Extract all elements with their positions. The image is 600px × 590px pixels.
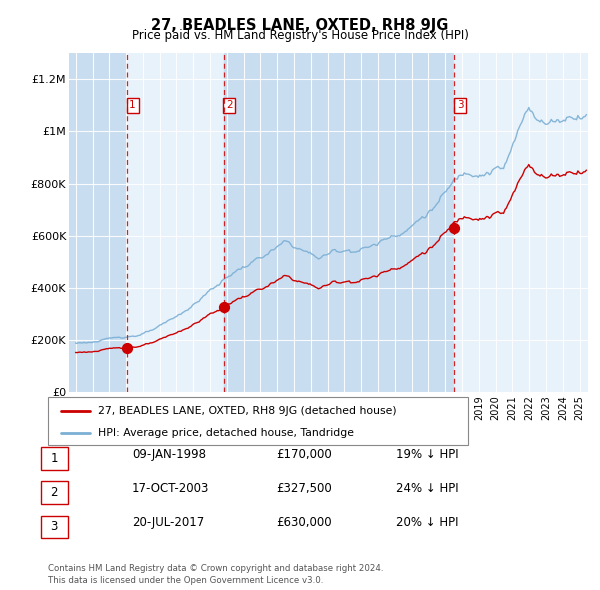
Point xyxy=(122,343,131,353)
Text: 09-JAN-1998: 09-JAN-1998 xyxy=(132,448,206,461)
Text: 1: 1 xyxy=(50,452,58,465)
FancyBboxPatch shape xyxy=(41,481,68,504)
Text: 2: 2 xyxy=(50,486,58,499)
Bar xyxy=(127,53,224,392)
Text: Contains HM Land Registry data © Crown copyright and database right 2024.
This d: Contains HM Land Registry data © Crown c… xyxy=(48,565,383,585)
Text: £630,000: £630,000 xyxy=(276,516,332,529)
Text: 19% ↓ HPI: 19% ↓ HPI xyxy=(396,448,458,461)
Text: £327,500: £327,500 xyxy=(276,482,332,495)
Text: 3: 3 xyxy=(50,520,58,533)
Bar xyxy=(454,53,588,392)
FancyBboxPatch shape xyxy=(41,447,68,470)
Text: 27, BEADLES LANE, OXTED, RH8 9JG (detached house): 27, BEADLES LANE, OXTED, RH8 9JG (detach… xyxy=(98,405,397,415)
FancyBboxPatch shape xyxy=(41,516,68,538)
Text: 2: 2 xyxy=(226,100,233,110)
Bar xyxy=(224,53,454,392)
Text: 20% ↓ HPI: 20% ↓ HPI xyxy=(396,516,458,529)
Point xyxy=(219,302,229,312)
Text: Price paid vs. HM Land Registry's House Price Index (HPI): Price paid vs. HM Land Registry's House … xyxy=(131,30,469,42)
Text: 27, BEADLES LANE, OXTED, RH8 9JG: 27, BEADLES LANE, OXTED, RH8 9JG xyxy=(151,18,449,32)
Text: 20-JUL-2017: 20-JUL-2017 xyxy=(132,516,204,529)
Text: £170,000: £170,000 xyxy=(276,448,332,461)
Text: HPI: Average price, detached house, Tandridge: HPI: Average price, detached house, Tand… xyxy=(98,428,355,438)
Text: 17-OCT-2003: 17-OCT-2003 xyxy=(132,482,209,495)
FancyBboxPatch shape xyxy=(48,397,468,445)
Bar xyxy=(69,53,127,392)
Text: 24% ↓ HPI: 24% ↓ HPI xyxy=(396,482,458,495)
Text: 1: 1 xyxy=(129,100,136,110)
Text: 3: 3 xyxy=(457,100,463,110)
Point xyxy=(449,223,459,232)
